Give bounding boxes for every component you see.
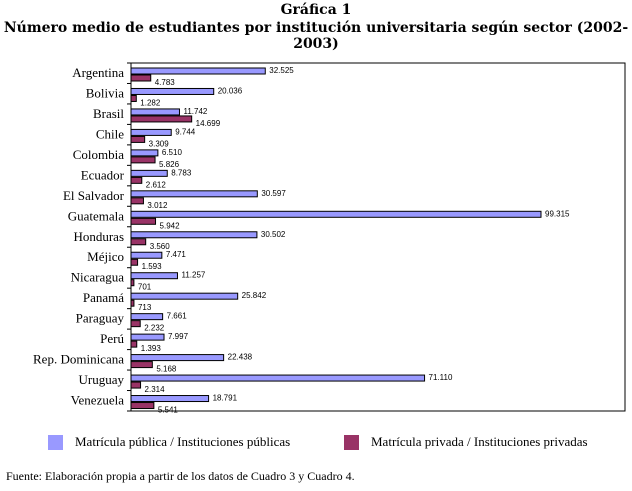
category-label: Méjico: [87, 249, 124, 264]
bar-public: [130, 333, 165, 341]
bar-private: [130, 340, 138, 348]
value-label-public: 30.597: [261, 189, 286, 198]
bar-public: [130, 190, 258, 198]
bar-public: [130, 128, 172, 136]
category-label: Chile: [96, 126, 124, 141]
bar-private: [130, 74, 152, 82]
value-label-public: 32.525: [269, 66, 294, 75]
category-label: Honduras: [73, 229, 124, 244]
value-label-public: 30.502: [261, 230, 286, 239]
value-label-public: 22.438: [228, 353, 253, 362]
value-label-private: 5.168: [156, 365, 177, 374]
bar-private: [130, 115, 193, 123]
category-label: Paraguay: [76, 311, 125, 326]
value-label-private: 3.012: [147, 201, 168, 210]
value-label-private: 5.541: [158, 406, 179, 415]
bar-private: [130, 156, 156, 164]
bar-public: [130, 292, 239, 300]
value-label-public: 6.510: [162, 148, 183, 157]
value-label-private: 713: [138, 303, 152, 312]
value-label-private: 4.783: [155, 78, 176, 87]
category-label: Uruguay: [79, 372, 125, 387]
bar-private: [130, 361, 153, 369]
bar-private: [130, 238, 147, 246]
legend-item-public: Matrícula pública / Instituciones públic…: [48, 434, 290, 450]
value-label-private: 14.699: [196, 119, 221, 128]
value-label-public: 9.744: [175, 127, 196, 136]
value-label-public: 8.783: [171, 168, 192, 177]
value-label-public: 11.257: [181, 271, 205, 280]
value-label-private: 5.826: [159, 160, 180, 169]
category-label: Panamá: [83, 290, 124, 305]
value-label-public: 7.997: [168, 332, 189, 341]
source-note: Fuente: Elaboración propia a partir de l…: [6, 469, 355, 483]
bar-private: [130, 320, 141, 328]
value-label-public: 11.742: [183, 107, 207, 116]
bar-public: [130, 251, 163, 259]
value-label-private: 2.314: [145, 385, 166, 394]
value-label-private: 1.593: [142, 262, 163, 271]
legend-label-private: Matrícula privada / Instituciones privad…: [371, 434, 588, 449]
category-label: Argentina: [72, 65, 124, 80]
legend-swatch-private: [344, 434, 359, 450]
value-label-public: 18.791: [213, 394, 238, 403]
value-label-public: 7.471: [166, 250, 187, 259]
category-label: Ecuador: [81, 167, 125, 182]
value-label-public: 71.110: [429, 373, 453, 382]
bar-public: [130, 149, 159, 157]
category-label: El Salvador: [63, 188, 125, 203]
chart-subtitle: Número medio de estudiantes por instituc…: [3, 20, 629, 52]
category-label: Brasil: [93, 106, 124, 121]
bar-public: [130, 272, 178, 280]
value-label-public: 7.661: [167, 312, 188, 321]
legend-label-public: Matrícula pública / Instituciones públic…: [75, 434, 291, 449]
category-label: Bolivia: [86, 85, 125, 100]
category-label: Nicaragua: [71, 270, 125, 285]
bar-public: [130, 67, 266, 75]
legend-item-private: Matrícula privada / Instituciones privad…: [344, 434, 588, 450]
category-label: Perú: [100, 331, 124, 346]
bar-public: [130, 354, 225, 362]
bar-private: [130, 299, 135, 307]
bar-private: [130, 258, 139, 266]
chart-title: Gráfica 1: [280, 2, 352, 18]
bar-public: [130, 231, 258, 239]
bar-private: [130, 217, 157, 225]
value-label-private: 2.232: [144, 324, 165, 333]
value-label-private: 2.612: [146, 180, 167, 189]
bar-private: [130, 402, 155, 410]
value-label-private: 3.309: [149, 139, 170, 148]
bar-public: [130, 313, 164, 321]
category-label: Guatemala: [68, 208, 125, 223]
value-label-private: 5.942: [160, 221, 181, 230]
bar-public: [130, 395, 210, 403]
bar-chart: Argentina 32.525 4.783 Bolivia 20.036 1.282 Br…: [33, 62, 626, 415]
bar-public: [130, 87, 215, 95]
value-label-private: 701: [138, 283, 152, 292]
category-label: Rep. Dominicana: [33, 352, 124, 367]
bar-private: [130, 176, 143, 184]
bar-private: [130, 381, 142, 389]
bar-public: [130, 108, 180, 116]
value-label-public: 25.842: [242, 291, 267, 300]
bar-private: [130, 279, 135, 287]
bar-private: [130, 94, 137, 102]
category-label: Venezuela: [71, 393, 125, 408]
bar-private: [130, 135, 146, 143]
bar-public: [130, 374, 426, 382]
category-label: Colombia: [73, 147, 125, 162]
bar-public: [130, 169, 168, 177]
value-label-private: 3.560: [150, 242, 171, 251]
value-label-public: 99.315: [545, 209, 570, 218]
bar-private: [130, 197, 144, 205]
legend-swatch-public: [48, 434, 63, 450]
value-label-public: 20.036: [218, 86, 243, 95]
value-label-private: 1.393: [141, 344, 162, 353]
value-label-private: 1.282: [140, 98, 161, 107]
bar-public: [130, 210, 542, 218]
